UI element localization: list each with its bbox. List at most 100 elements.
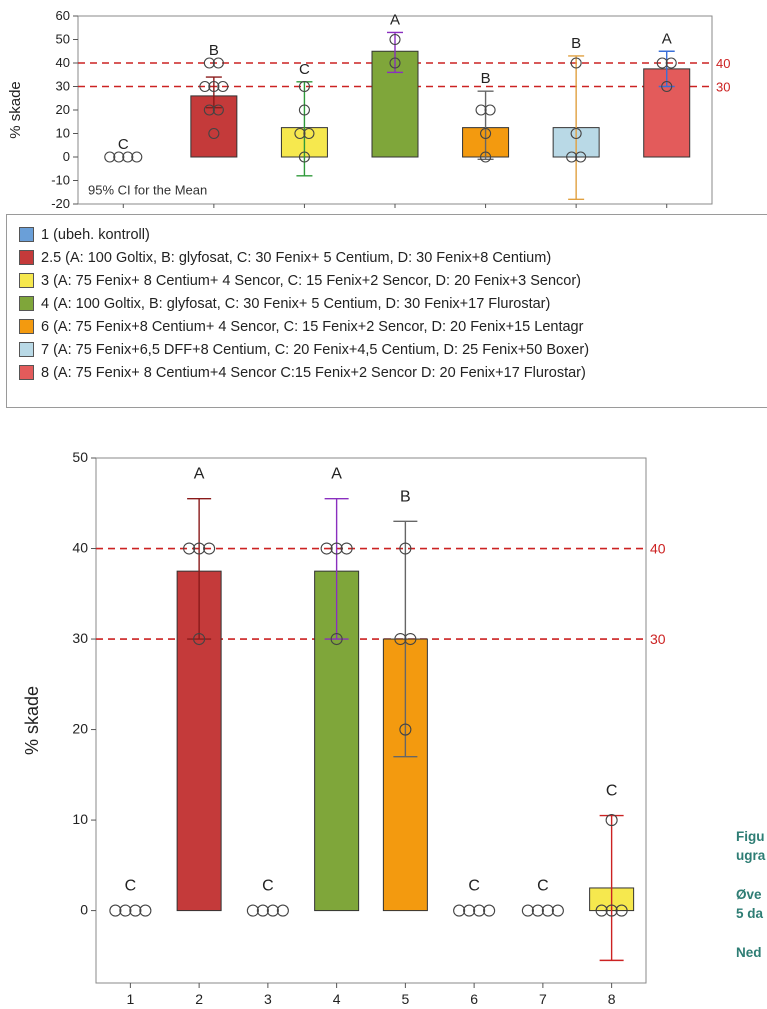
data-point	[183, 542, 196, 555]
data-point	[208, 127, 220, 140]
data-point	[256, 904, 269, 917]
y-tick-label: 30	[72, 630, 88, 646]
data-point	[404, 632, 417, 646]
data-point	[389, 57, 401, 69]
legend-item: 7 (A: 75 Fenix+6,5 DFF+8 Centium, C: 20 …	[19, 338, 767, 361]
legend-swatch	[19, 365, 34, 380]
data-point	[199, 80, 211, 93]
data-point	[298, 80, 310, 93]
y-tick-label: -10	[51, 173, 70, 188]
legend-item: 1 (ubeh. kontroll)	[19, 223, 767, 246]
y-tick-label: 40	[72, 540, 88, 556]
data-point	[605, 814, 618, 827]
legend-swatch	[19, 319, 34, 334]
group-letter: A	[390, 11, 400, 28]
x-tick-label: 4	[333, 991, 341, 1007]
data-point	[193, 632, 206, 646]
caption-line-5: Ned	[736, 945, 762, 960]
legend-swatch	[19, 273, 34, 288]
group-letter: C	[537, 878, 549, 895]
data-point	[266, 904, 279, 917]
data-point	[203, 57, 215, 69]
data-point	[615, 904, 628, 917]
caption-line-4: 5 da	[736, 906, 764, 921]
data-point	[399, 723, 412, 736]
group-letter: A	[194, 466, 205, 483]
y-tick-label: 10	[72, 811, 88, 827]
data-point	[473, 904, 486, 917]
data-point	[131, 151, 143, 163]
y-tick-label: 0	[63, 149, 70, 164]
data-point	[551, 904, 564, 917]
x-tick-label: 8	[608, 991, 616, 1007]
data-point	[212, 57, 224, 69]
group-letter: B	[571, 35, 581, 52]
ci-annotation: 95% CI for the Mean	[88, 183, 207, 198]
legend-item: 6 (A: 75 Fenix+8 Centium+ 4 Sencor, C: 1…	[19, 315, 767, 338]
legend-swatch	[19, 227, 34, 242]
caption-line-2: ugra	[736, 848, 766, 863]
reference-line-label: 30	[716, 80, 730, 95]
data-point	[246, 904, 259, 917]
data-point	[541, 904, 554, 917]
y-tick-label: 60	[56, 8, 70, 23]
legend-label: 8 (A: 75 Fenix+ 8 Centium+4 Sencor C:15 …	[41, 364, 586, 381]
data-point	[298, 151, 310, 163]
caption-line-3: Øve	[736, 887, 762, 902]
legend-label: 1 (ubeh. kontroll)	[41, 226, 150, 243]
data-point	[109, 904, 122, 917]
data-point	[330, 632, 343, 646]
data-point	[394, 632, 407, 646]
data-point	[661, 80, 673, 93]
data-point	[605, 904, 618, 917]
x-tick-label: 3	[264, 991, 272, 1007]
legend-label: 4 (A: 100 Goltix, B: glyfosat, C: 30 Fen…	[41, 295, 551, 312]
data-point	[575, 151, 587, 163]
data-point	[475, 104, 487, 116]
data-point	[122, 151, 134, 163]
data-point	[276, 904, 289, 917]
data-point	[484, 104, 496, 116]
x-tick-label: 7	[539, 991, 547, 1007]
y-tick-label: 30	[56, 79, 70, 94]
y-tick-label: 0	[80, 902, 88, 918]
x-tick-label: 5	[401, 991, 409, 1007]
legend-label: 6 (A: 75 Fenix+8 Centium+ 4 Sencor, C: 1…	[41, 318, 584, 335]
group-letter: B	[481, 70, 491, 87]
group-letter: C	[299, 61, 310, 78]
legend-swatch	[19, 342, 34, 357]
y-tick-label: 20	[72, 721, 88, 737]
bottom-chart: 0 10 20 30 40 50 % skade 40 30 C 1 A 2 C 3 A 4 B 5 C 6 C 7 C 8	[22, 449, 666, 1007]
legend-item: 8 (A: 75 Fenix+ 8 Centium+4 Sencor C:15 …	[19, 361, 767, 384]
data-point	[453, 904, 466, 917]
data-point	[294, 127, 306, 140]
data-point	[463, 904, 476, 917]
data-point	[113, 151, 125, 163]
data-point	[595, 904, 608, 917]
group-letter: C	[468, 878, 480, 895]
reference-line-label: 40	[716, 56, 730, 71]
x-tick-label: 1	[126, 991, 134, 1007]
data-point	[389, 33, 401, 46]
group-letter: C	[118, 136, 129, 153]
legend: 1 (ubeh. kontroll) 2.5 (A: 100 Goltix, B:…	[6, 214, 767, 408]
legend-item: 3 (A: 75 Fenix+ 8 Centium+ 4 Sencor, C: …	[19, 269, 767, 292]
y-axis-label: % skade	[22, 686, 42, 755]
data-point	[217, 80, 229, 93]
data-point	[531, 904, 544, 917]
data-point	[330, 542, 343, 555]
group-letter: C	[125, 878, 137, 895]
y-tick-label: 40	[56, 55, 70, 70]
data-point	[139, 904, 152, 917]
reference-line-label: 40	[650, 541, 666, 557]
y-tick-label: 50	[72, 449, 88, 465]
data-point	[203, 542, 216, 555]
x-tick-label: 2	[195, 991, 203, 1007]
legend-label: 3 (A: 75 Fenix+ 8 Centium+ 4 Sencor, C: …	[41, 272, 582, 289]
data-point	[656, 57, 668, 69]
data-point	[193, 542, 206, 555]
top-chart: -20 -10 0 10 20 30 40 50 60 % skade 40 30 C B C A B B A 95%…	[7, 8, 730, 211]
data-point	[298, 104, 310, 116]
y-tick-label: 20	[56, 102, 70, 117]
legend-item: 4 (A: 100 Goltix, B: glyfosat, C: 30 Fen…	[19, 292, 767, 315]
